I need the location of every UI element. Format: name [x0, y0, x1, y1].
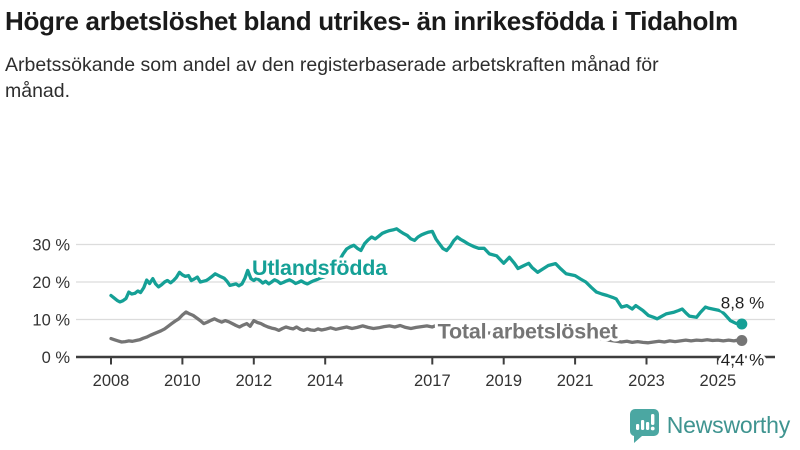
series-end-value-label-1-halo: 4,4 % [721, 350, 764, 369]
series-label-0: Utlandsfödda [252, 256, 388, 280]
series-end-value-label-0-halo: 8,8 % [721, 294, 764, 313]
chart: 0 % 10 % 20 % 30 % 2008 2010 2012 2014 2017 2019 2… [0, 206, 800, 401]
x-tick-label: 2017 [414, 372, 451, 390]
chart-subtitle: Arbetssökande som andel av den registerb… [5, 54, 659, 103]
series-end-value-label-0: 8,8 % [721, 294, 764, 313]
newsworthy-logo[interactable]: Newsworthy [628, 407, 790, 443]
x-tick-label: 2008 [93, 372, 130, 390]
x-tick-label: 2014 [307, 372, 344, 390]
x-tick-label: 2023 [628, 372, 665, 390]
series-end-dot-1 [736, 335, 748, 346]
series-line-1 [109, 310, 744, 345]
series-end-dot-0 [736, 318, 748, 330]
chart-header: Högre arbetslöshet bland utrikes- än inr… [0, 0, 800, 104]
series-end-value-label-1: 4,4 % [721, 350, 764, 369]
chart-svg: 0 % 10 % 20 % 30 % 2008 2010 2012 2014 2017 2019 2… [32, 227, 775, 390]
x-tick-label: 2025 [700, 372, 737, 390]
x-tick-label: 2012 [235, 372, 272, 390]
newsworthy-logo-text: Newsworthy [666, 411, 790, 438]
series-label-1-halo: Total arbetslöshet [438, 320, 618, 344]
series-line-0 [109, 227, 744, 326]
y-tick-label: 10 % [32, 312, 70, 330]
y-tick-label: 0 % [42, 349, 71, 367]
y-tick-label: 20 % [32, 274, 70, 292]
page-title: Högre arbetslöshet bland utrikes- än inr… [5, 6, 738, 36]
bar-chart-speech-bubble-icon [629, 409, 659, 443]
x-tick-label: 2021 [557, 372, 594, 390]
x-tick-label: 2019 [485, 372, 522, 390]
y-tick-label: 30 % [32, 237, 70, 255]
series-label-0-halo: Utlandsfödda [252, 256, 388, 280]
x-tick-label: 2010 [164, 372, 201, 390]
speech-bubble-shape [629, 409, 659, 443]
series-label-1: Total arbetslöshet [438, 320, 618, 344]
